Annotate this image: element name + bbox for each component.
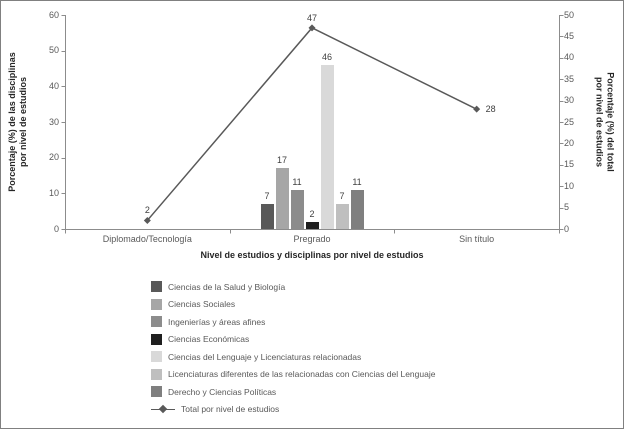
right-axis-tick-label: 40 xyxy=(564,52,575,63)
x-axis-title: Nivel de estudios y disciplinas por nive… xyxy=(200,250,424,260)
x-axis-category-label: Sin título xyxy=(459,234,495,244)
legend-label: Licenciaturas diferentes de las relacion… xyxy=(168,369,436,380)
legend-label: Total por nivel de estudios xyxy=(181,404,280,415)
legend-item: Ciencias Económicas xyxy=(151,331,435,349)
legend-swatch-icon xyxy=(151,281,162,293)
legend-item: Ciencias de la Salud y Biología xyxy=(151,278,435,296)
legend-swatch-icon xyxy=(151,386,162,398)
right-axis-tick-label: 50 xyxy=(564,9,575,20)
left-axis-tick-label: 20 xyxy=(48,152,59,163)
line-data-label: 28 xyxy=(485,103,496,114)
left-axis-tick-label: 60 xyxy=(48,9,59,20)
bar-data-label: 11 xyxy=(352,176,362,187)
legend-diamond xyxy=(158,405,168,414)
legend-label: Ciencias Sociales xyxy=(168,299,236,310)
legend-item-total-line: Total por nivel de estudios xyxy=(151,401,435,419)
legend-swatch-icon xyxy=(151,333,162,345)
legend-item: Licenciaturas diferentes de las relacion… xyxy=(151,366,435,384)
right-axis-tick-label: 45 xyxy=(564,30,575,41)
legend-swatch-icon xyxy=(151,368,162,380)
legend-swatch-icon xyxy=(151,298,162,310)
bar-series-5 xyxy=(320,64,334,229)
left-axis-tick-label: 0 xyxy=(53,223,59,234)
bar-data-label: 46 xyxy=(321,51,332,62)
right-axis-tick-label: 10 xyxy=(564,180,575,191)
right-axis-tick-label: 5 xyxy=(564,202,570,213)
left-axis-title: Porcentaje (%) de las disciplinas por ni… xyxy=(6,52,28,192)
legend-item: Ingenierías y áreas afines xyxy=(151,313,435,331)
left-axis-tick-label: 40 xyxy=(48,80,59,91)
bar-data-label: 17 xyxy=(276,155,287,166)
right-axis-tick-label: 0 xyxy=(564,223,570,234)
legend-item: Ciencias del Lenguaje y Licenciaturas re… xyxy=(151,348,435,366)
legend-label: Ciencias de la Salud y Biología xyxy=(168,281,286,292)
bar-series-6 xyxy=(335,204,349,229)
left-axis-tick-label: 30 xyxy=(48,116,59,127)
right-axis-tick-label: 20 xyxy=(564,137,575,148)
legend-label: Derecho y Ciencias Políticas xyxy=(168,386,277,397)
legend-label: Ciencias del Lenguaje y Licenciaturas re… xyxy=(168,351,362,362)
x-axis-category-label: Pregrado xyxy=(293,234,331,244)
bar-series-1 xyxy=(260,204,274,229)
right-axis-tick-label: 35 xyxy=(564,73,575,84)
legend-label: Ingenierías y áreas afines xyxy=(168,316,266,327)
legend-line-marker-icon xyxy=(151,404,175,415)
right-axis-tick-label: 30 xyxy=(564,95,575,106)
left-axis-tick-label: 50 xyxy=(48,45,59,56)
legend-label: Ciencias Económicas xyxy=(168,334,250,345)
bar-series-7 xyxy=(350,189,364,229)
plot-area: 7 17 11 2 46 7 11 xyxy=(65,15,559,229)
line-data-label: 2 xyxy=(144,205,150,216)
right-axis-title: Porcentaje (%) del total por nivel de es… xyxy=(594,72,616,172)
legend-item: Derecho y Ciencias Políticas xyxy=(151,383,435,401)
x-axis-category-label: Diplomado/Tecnología xyxy=(102,234,192,244)
bar-series-4 xyxy=(305,221,319,229)
left-axis-tick-label: 10 xyxy=(48,187,59,198)
legend-item: Ciencias Sociales xyxy=(151,296,435,314)
right-axis-tick-label: 25 xyxy=(564,116,575,127)
right-axis-tick-label: 15 xyxy=(564,159,575,170)
bar-data-label: 11 xyxy=(292,176,302,187)
line-data-label: 47 xyxy=(306,12,317,23)
legend-swatch-icon xyxy=(151,351,162,363)
legend: Ciencias de la Salud y Biología Ciencias … xyxy=(151,278,435,418)
legend-swatch-icon xyxy=(151,316,162,328)
